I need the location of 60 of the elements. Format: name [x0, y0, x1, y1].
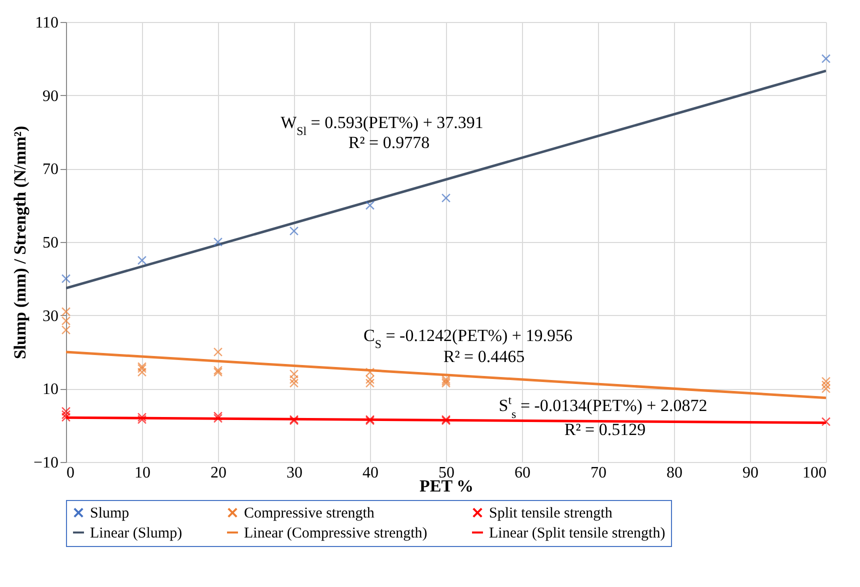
- point: [365, 378, 375, 388]
- point: [137, 412, 147, 422]
- point: [137, 362, 147, 372]
- legend-label: Compressive strength: [244, 506, 375, 522]
- x-tick-label: 90: [742, 464, 758, 482]
- point: [365, 368, 375, 377]
- x-tick-label: 80: [666, 464, 682, 482]
- point: [213, 347, 223, 357]
- annotation: S$^{t}$$_{s}$ = -0.0134(PET%) + 2.0872: [498, 393, 708, 421]
- x-tick-label: 60: [514, 464, 530, 482]
- x-tick-label: 10: [134, 464, 150, 482]
- point: [289, 374, 299, 384]
- y-tick-label: 50: [42, 234, 58, 252]
- point: [213, 414, 223, 423]
- x-tick-label: 100: [802, 464, 826, 482]
- point: [213, 412, 223, 421]
- point: [441, 378, 451, 388]
- point: [289, 226, 299, 236]
- point: [213, 366, 223, 375]
- point: [365, 200, 375, 210]
- x-tick-label: 0: [66, 464, 74, 482]
- point: [821, 54, 831, 64]
- x-tick-label: 40: [362, 464, 378, 482]
- point: [61, 325, 71, 335]
- y-tick-label: 30: [42, 308, 58, 325]
- y-tick-label: 90: [42, 88, 58, 105]
- point: [821, 384, 831, 394]
- y-tick-label: 110: [35, 14, 58, 32]
- point: [137, 364, 147, 374]
- point: [821, 417, 831, 426]
- x-tick-label: 20: [210, 464, 226, 482]
- point: [289, 378, 299, 388]
- y-tick-label: 70: [42, 161, 58, 178]
- y-axis-title: Slump (mm) / Strength (N/mm²): [10, 126, 30, 360]
- point: [365, 374, 375, 384]
- point: [61, 316, 71, 326]
- y-tick-label: −10: [33, 454, 58, 472]
- point: [61, 412, 71, 422]
- point: [821, 380, 831, 390]
- point: [289, 369, 299, 379]
- legend-label: Linear (Slump): [90, 526, 182, 542]
- legend-label: Linear (Split tensile strength): [489, 526, 666, 542]
- point: [61, 274, 71, 284]
- point: [137, 414, 147, 424]
- point: [213, 368, 223, 377]
- x-tick-label: 70: [590, 464, 606, 482]
- point: [137, 368, 147, 377]
- point: [61, 307, 71, 316]
- legend-label: Linear (Compressive strength): [244, 526, 428, 542]
- point: [821, 376, 831, 386]
- y-tick-label: 10: [42, 381, 58, 398]
- x-tick-label: 30: [286, 464, 302, 482]
- point: [61, 406, 71, 416]
- legend-label: Slump: [90, 506, 130, 522]
- point: [137, 256, 147, 265]
- annotation: R² = 0.5129: [564, 420, 646, 439]
- legend-label: Split tensile strength: [489, 506, 613, 522]
- point: [213, 237, 223, 247]
- point: [441, 193, 451, 203]
- point: [61, 410, 71, 420]
